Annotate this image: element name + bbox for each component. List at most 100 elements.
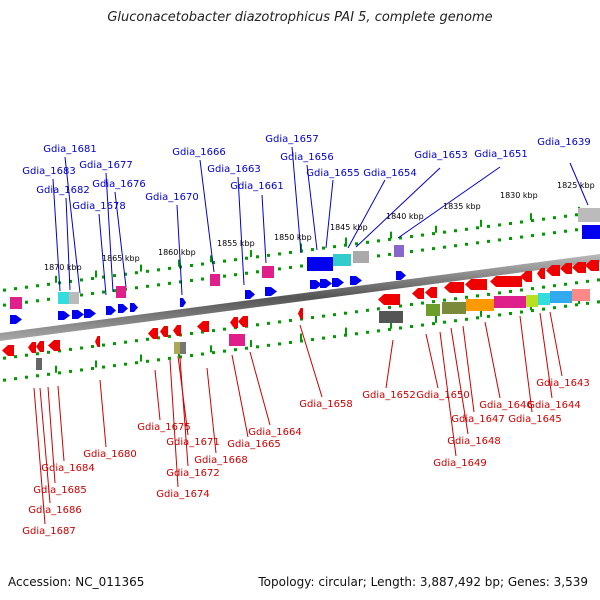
leader-line: [154, 369, 161, 421]
forward-gene-arrow: [332, 278, 344, 287]
rna-feature: [10, 297, 22, 309]
upper-guide-1-dot: [212, 261, 215, 265]
rna-feature: [494, 296, 526, 308]
lower-guide-1-dot: [80, 346, 83, 350]
scale-tick: [210, 345, 212, 353]
top-gene-label: Gdia_1682: [36, 185, 89, 196]
upper-guide-2-dot: [234, 273, 237, 277]
lower-guide-1-dot: [388, 305, 391, 309]
upper-guide-2-dot: [47, 297, 50, 301]
top-gene-label: Gdia_1656: [280, 152, 333, 163]
lower-guide-2-dot: [531, 309, 534, 313]
lower-guide-1-dot: [509, 289, 512, 293]
lower-guide-1-dot: [311, 316, 314, 320]
lower-guide-2-dot: [234, 348, 237, 352]
scale-label: 1865 kbp: [102, 254, 140, 263]
upper-guide-2-dot: [465, 242, 468, 246]
bottom-gene-label: Gdia_1643: [536, 378, 589, 389]
top-gene-label: Gdia_1663: [207, 164, 260, 175]
lower-guide-1-dot: [432, 300, 435, 304]
top-gene-label: Gdia_1655: [306, 168, 359, 179]
upper-guide-1-dot: [311, 248, 314, 252]
top-gene-label: Gdia_1651: [474, 149, 527, 160]
top-gene-label: Gdia_1639: [537, 137, 590, 148]
upper-guide-2-dot: [278, 267, 281, 271]
reverse-gene-arrow: [490, 276, 522, 287]
leader-line: [462, 325, 475, 413]
upper-guide-1-dot: [355, 242, 358, 246]
lower-guide-1-dot: [36, 352, 39, 356]
bottom-gene-label: Gdia_1649: [433, 458, 486, 469]
lower-guide-2-dot: [289, 340, 292, 344]
upper-guide-2-dot: [476, 241, 479, 245]
reverse-gene-arrow: [173, 325, 181, 336]
forward-gene-arrow: [320, 279, 332, 288]
upper-guide-2-dot: [36, 299, 39, 303]
scale-tick: [140, 354, 142, 362]
upper-guide-2-dot: [509, 236, 512, 240]
lower-guide-2-dot: [212, 351, 215, 355]
lower-guide-2-dot: [267, 343, 270, 347]
forward-gene-arrow: [58, 311, 70, 320]
forward-gene-arrow: [265, 287, 277, 296]
leader-line: [231, 354, 249, 438]
forward-gene-arrow: [118, 304, 128, 313]
scale-label: 1830 kbp: [500, 191, 538, 200]
upper-guide-2-dot: [388, 252, 391, 256]
lower-guide-2-dot: [586, 301, 589, 305]
lower-guide-1-dot: [586, 279, 589, 283]
lower-guide-1-dot: [520, 288, 523, 292]
upper-guide-2-dot: [179, 280, 182, 284]
upper-guide-2-dot: [575, 228, 578, 232]
upper-guide-2-dot: [25, 300, 28, 304]
lower-guide-1-dot: [267, 321, 270, 325]
upper-guide-2-dot: [520, 235, 523, 239]
upper-guide-2-dot: [498, 238, 501, 242]
lower-guide-2-dot: [278, 342, 281, 346]
gene-labels: Gdia_1639 Gdia_1651 Gdia_1653 Gdia_1654 Gdia…: [22, 134, 590, 537]
upper-guide-1-dot: [487, 224, 490, 228]
misc-feature: [466, 299, 494, 311]
upper-guide-1-dot: [278, 252, 281, 256]
misc-feature: [538, 293, 550, 305]
lower-guide-2-dot: [3, 378, 6, 382]
lower-guide-2-dot: [366, 330, 369, 334]
lower-guide-2-dot: [377, 329, 380, 333]
lower-guide-2-dot: [102, 365, 105, 369]
top-gene-label: Gdia_1678: [72, 201, 125, 212]
lower-guide-1-dot: [564, 282, 567, 286]
scale-tick: [55, 275, 57, 283]
lower-guide-1-dot: [410, 303, 413, 307]
leader-line: [237, 176, 245, 286]
forward-gene-arrow: [72, 310, 84, 319]
lower-guide-2-dot: [47, 372, 50, 376]
lower-guide-2-dot: [124, 362, 127, 366]
forward-gene-arrow: [84, 309, 96, 318]
lower-guide-2-dot: [465, 317, 468, 321]
upper-guide-2-dot: [542, 232, 545, 236]
lower-guide-1-dot: [333, 313, 336, 317]
genome-meta-text: Topology: circular; Length: 3,887,492 bp…: [258, 575, 588, 589]
scale-tick: [390, 231, 392, 239]
lower-guide-1-dot: [377, 307, 380, 311]
scale-label: 1825 kbp: [557, 181, 595, 190]
leader-line: [355, 167, 441, 248]
lower-guide-1-dot: [168, 334, 171, 338]
scale-tick: [95, 360, 97, 368]
upper-guide-1-dot: [542, 217, 545, 221]
upper-guide-1-dot: [388, 237, 391, 241]
misc-feature: [578, 208, 600, 222]
upper-guide-1-dot: [322, 246, 325, 250]
lower-guide-1-dot: [157, 336, 160, 340]
lower-guide-1-dot: [146, 337, 149, 341]
leader-line: [39, 387, 51, 504]
misc-feature: [442, 302, 466, 314]
scale-tick: [210, 255, 212, 263]
bottom-gene-label: Gdia_1647: [451, 414, 504, 425]
misc-feature: [180, 342, 186, 354]
bottom-gene-label: Gdia_1665: [227, 439, 280, 450]
upper-guide-2-dot: [377, 254, 380, 258]
scale-tick: [345, 327, 347, 335]
top-gene-label: Gdia_1676: [92, 179, 145, 190]
upper-guide-2-dot: [531, 234, 534, 238]
